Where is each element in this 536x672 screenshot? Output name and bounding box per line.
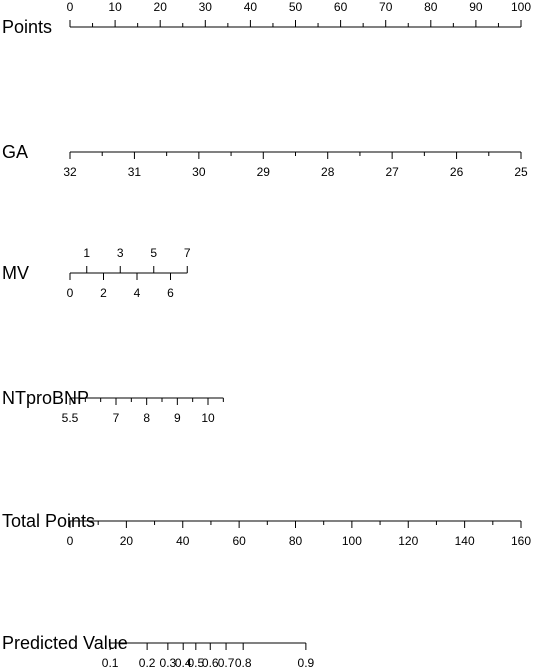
tick-label: 6 (167, 286, 174, 300)
tick-label: 0 (67, 0, 74, 14)
tick-label: 0.6 (202, 656, 219, 670)
tick-label: 0.2 (139, 656, 156, 670)
tick-label: 70 (379, 0, 393, 14)
tick-label: 5 (150, 246, 157, 260)
tick-label: 60 (232, 534, 246, 548)
tick-label: 25 (514, 165, 528, 179)
tick-label: 7 (184, 246, 191, 260)
tick-label: 0.5 (187, 656, 204, 670)
tick-label: 0.7 (218, 656, 235, 670)
tick-label: 7 (113, 411, 120, 425)
tick-label: 120 (398, 534, 418, 548)
tick-label: 0 (67, 534, 74, 548)
tick-label: 8 (143, 411, 150, 425)
tick-label: 20 (120, 534, 134, 548)
tick-label: 1 (83, 246, 90, 260)
tick-label: 0.1 (102, 656, 119, 670)
tick-label: 10 (201, 411, 215, 425)
tick-label: 30 (199, 0, 213, 14)
tick-label: 9 (174, 411, 181, 425)
tick-label: 5.5 (62, 411, 79, 425)
tick-label: 40 (244, 0, 258, 14)
tick-label: 100 (342, 534, 362, 548)
tick-label: 32 (63, 165, 77, 179)
tick-label: 90 (469, 0, 483, 14)
tick-label: 28 (321, 165, 335, 179)
tick-label: 0.9 (298, 656, 315, 670)
row-name: NTproBNP (2, 388, 89, 408)
tick-label: 10 (108, 0, 122, 14)
tick-label: 60 (334, 0, 348, 14)
tick-label: 20 (154, 0, 168, 14)
row-name: Predicted Value (2, 633, 128, 653)
tick-label: 100 (511, 0, 531, 14)
tick-label: 26 (450, 165, 464, 179)
tick-label: 40 (176, 534, 190, 548)
tick-label: 50 (289, 0, 303, 14)
tick-label: 80 (289, 534, 303, 548)
tick-label: 4 (134, 286, 141, 300)
row-name: Total Points (2, 511, 95, 531)
tick-label: 27 (385, 165, 399, 179)
row-name: Points (2, 17, 52, 37)
tick-label: 140 (455, 534, 475, 548)
tick-label: 3 (117, 246, 124, 260)
tick-label: 0.8 (235, 656, 252, 670)
tick-label: 29 (257, 165, 271, 179)
row-name: MV (2, 263, 29, 283)
tick-label: 160 (511, 534, 531, 548)
tick-label: 2 (100, 286, 107, 300)
tick-label: 31 (128, 165, 142, 179)
tick-label: 0 (67, 286, 74, 300)
tick-label: 80 (424, 0, 438, 14)
tick-label: 0.3 (160, 656, 177, 670)
tick-label: 30 (192, 165, 206, 179)
tick-label: 0.4 (175, 656, 192, 670)
row-name: GA (2, 142, 28, 162)
